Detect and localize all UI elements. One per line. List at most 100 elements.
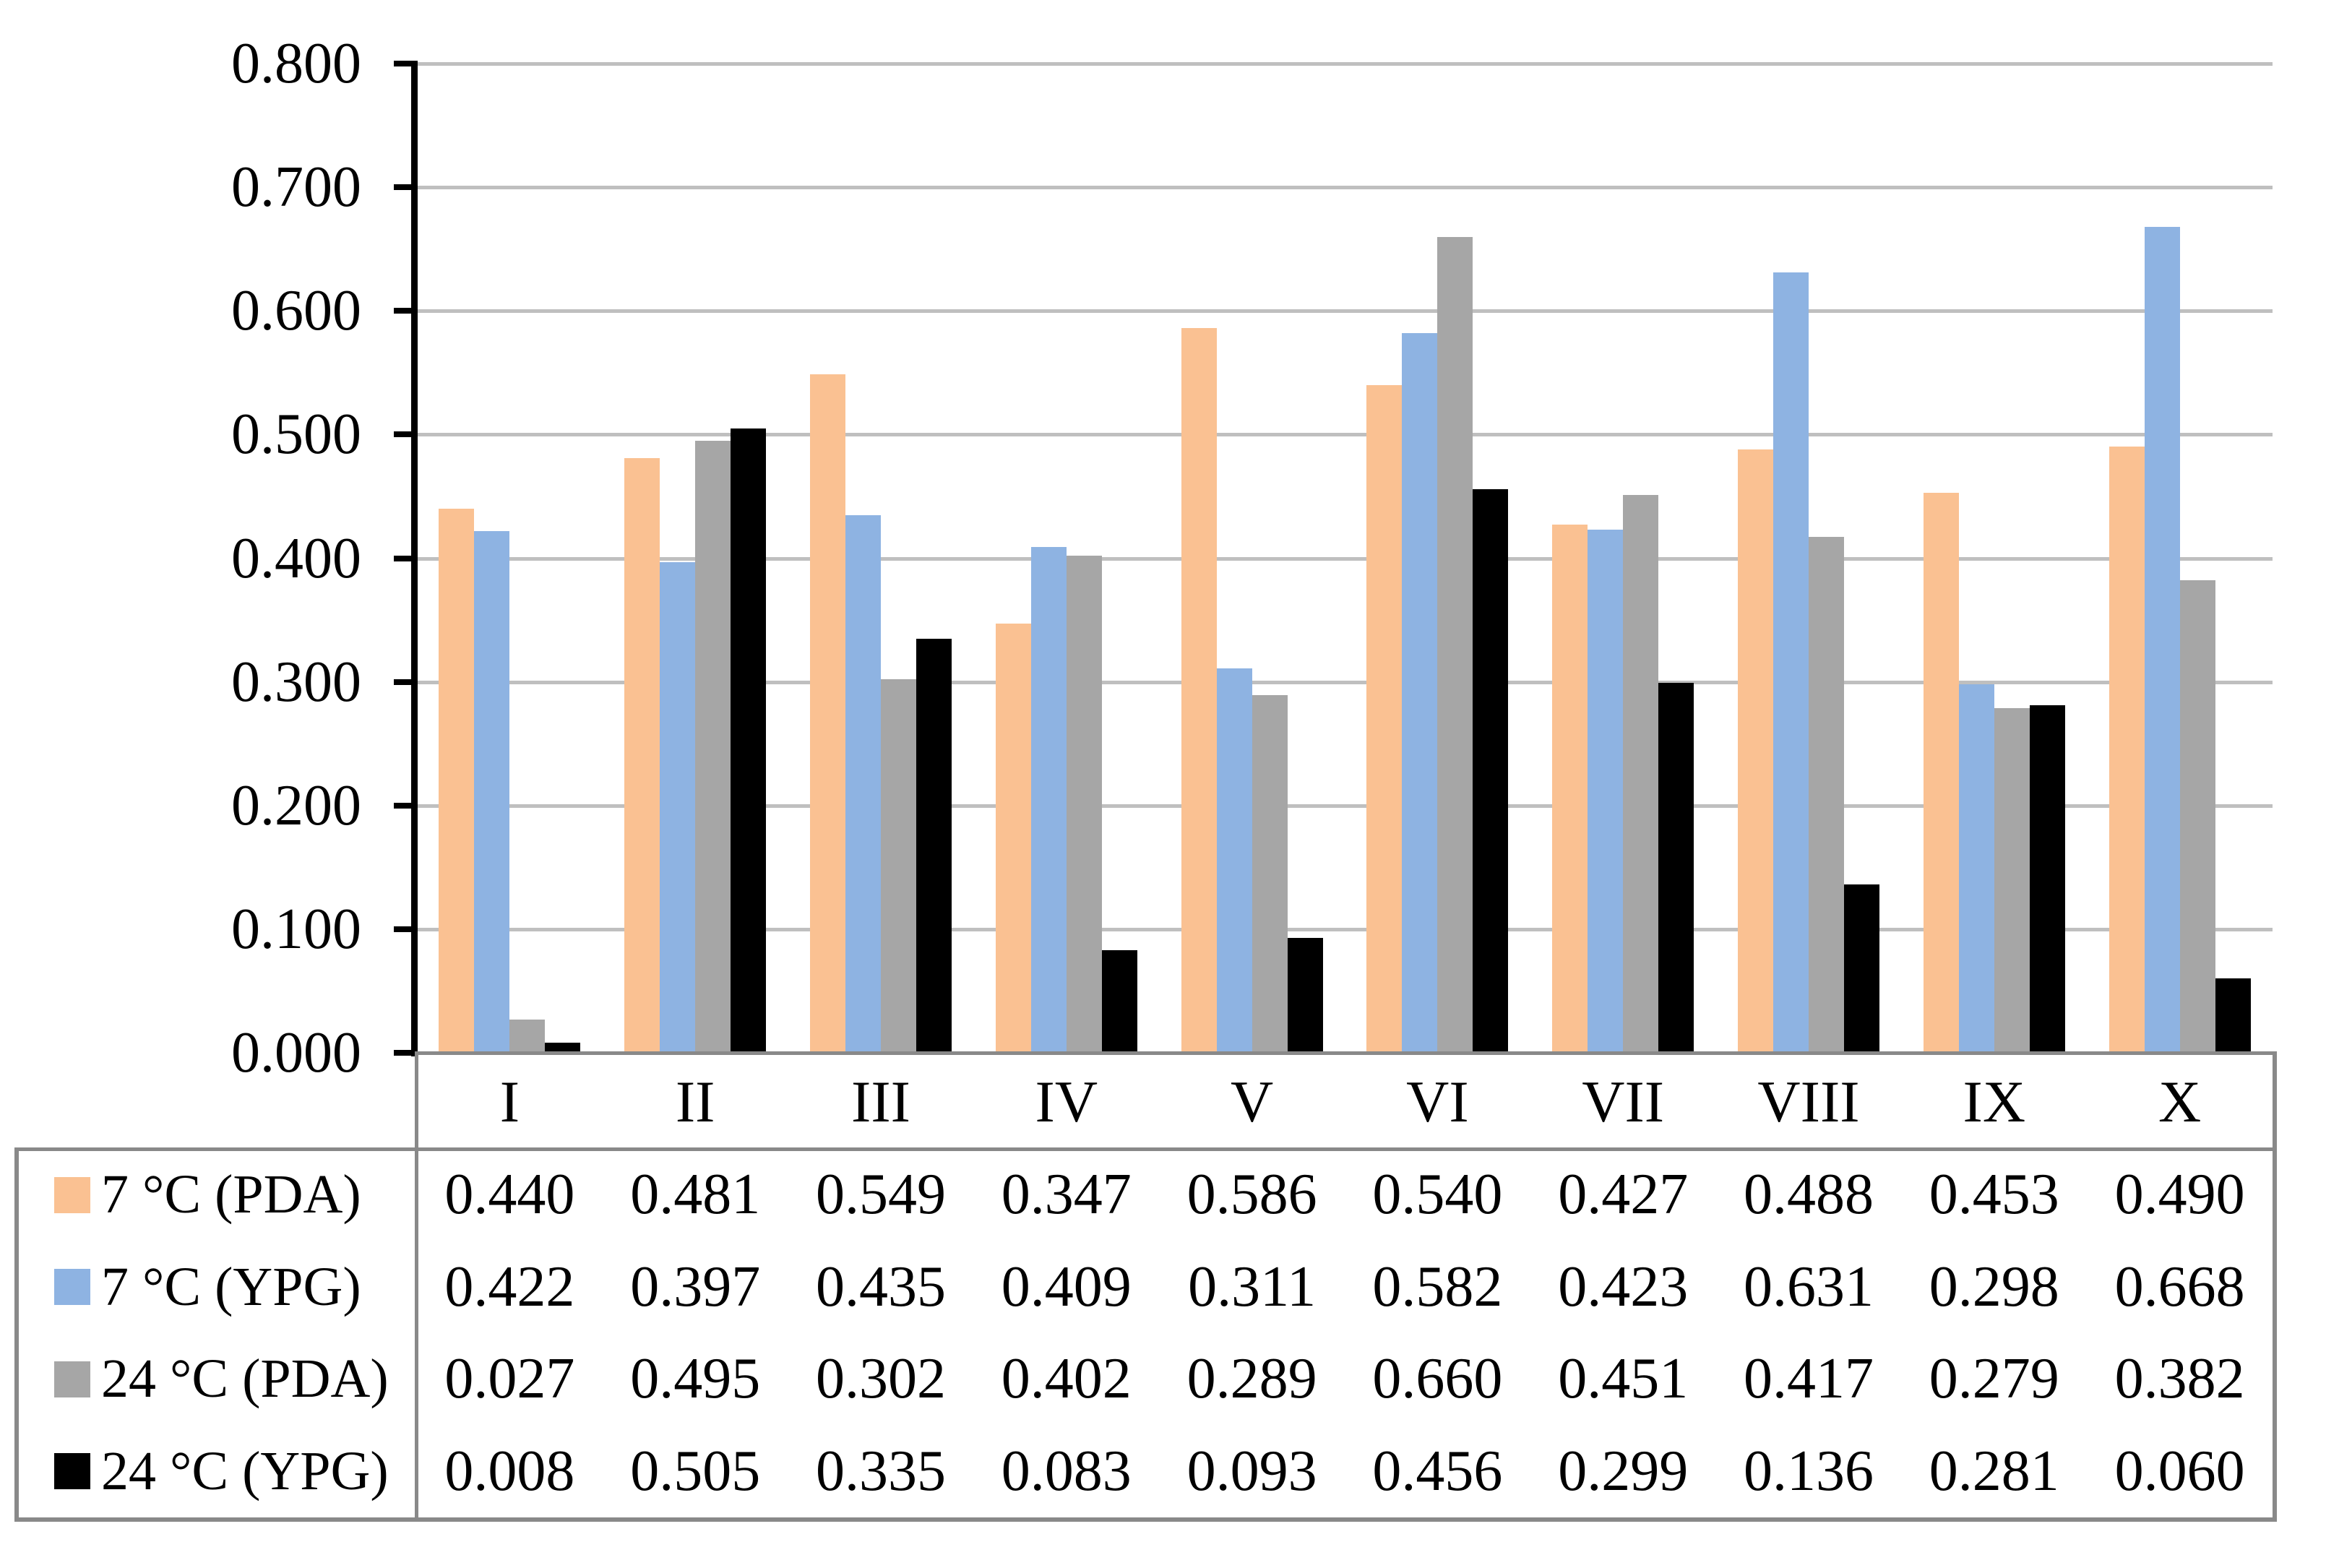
- gridline: [417, 556, 2273, 561]
- bar: [2109, 447, 2145, 1053]
- bar: [1288, 938, 1323, 1053]
- table-cell: 0.435: [815, 1254, 946, 1319]
- bar: [1924, 493, 1959, 1053]
- bar: [1366, 385, 1402, 1053]
- y-axis-tick: [394, 926, 411, 932]
- category-label: IV: [1035, 1069, 1098, 1134]
- table-cell: 0.422: [444, 1254, 575, 1319]
- table-cell: 0.451: [1558, 1347, 1689, 1410]
- table-cell: 0.540: [1372, 1163, 1503, 1226]
- series-label: 7 °C (YPG): [101, 1256, 361, 1317]
- y-tick-label: 0.400: [231, 526, 361, 590]
- y-axis-tick: [394, 308, 411, 314]
- table-border-header: [14, 1147, 2277, 1151]
- bar: [2030, 705, 2065, 1053]
- bar: [1031, 547, 1067, 1053]
- gridline: [417, 927, 2273, 931]
- y-axis-tick: [394, 1050, 411, 1056]
- table-cell: 0.417: [1743, 1347, 1874, 1410]
- table-cell: 0.298: [1929, 1254, 2059, 1319]
- table-cell: 0.279: [1929, 1347, 2059, 1410]
- table-cell: 0.582: [1372, 1254, 1503, 1319]
- y-axis-line: [411, 61, 418, 1056]
- category-label: II: [675, 1069, 715, 1134]
- bar: [916, 639, 952, 1053]
- bar: [474, 531, 509, 1053]
- bar: [1217, 668, 1252, 1053]
- table-cell: 0.549: [815, 1163, 946, 1226]
- bar: [1844, 884, 1879, 1053]
- y-tick-label: 0.300: [231, 650, 361, 714]
- table-cell: 0.335: [815, 1439, 946, 1503]
- y-axis-tick: [394, 431, 411, 438]
- table-cell: 0.008: [444, 1439, 575, 1503]
- bar: [624, 458, 660, 1053]
- table-cell: 0.027: [444, 1347, 575, 1410]
- y-tick-label: 0.100: [231, 897, 361, 961]
- table-border-bottom: [14, 1517, 2277, 1522]
- y-axis-tick: [394, 802, 411, 809]
- table-border-top: [415, 1051, 2277, 1055]
- table-cell: 0.488: [1743, 1163, 1874, 1226]
- bar: [509, 1020, 545, 1053]
- bar: [1437, 237, 1473, 1053]
- bar: [2145, 227, 2180, 1053]
- legend-swatch: [54, 1177, 90, 1213]
- series-label: 7 °C (PDA): [101, 1164, 361, 1225]
- category-label: X: [2158, 1069, 2202, 1134]
- bar: [810, 374, 845, 1053]
- bar: [1994, 708, 2030, 1053]
- table-cell: 0.660: [1372, 1347, 1503, 1410]
- table-cell: 0.093: [1186, 1439, 1317, 1503]
- table-cell: 0.668: [2114, 1254, 2245, 1319]
- table-cell: 0.631: [1743, 1254, 1874, 1319]
- table-cell: 0.289: [1186, 1347, 1317, 1410]
- bar: [1773, 272, 1809, 1053]
- gridline: [417, 186, 2273, 190]
- category-label: V: [1230, 1069, 1274, 1134]
- bar: [1067, 556, 1102, 1053]
- bar: [1959, 684, 1994, 1053]
- bar: [1252, 695, 1288, 1053]
- bar: [1402, 333, 1437, 1053]
- table-cell: 0.402: [1001, 1347, 1132, 1410]
- table-cell: 0.347: [1001, 1163, 1132, 1226]
- bar: [660, 562, 695, 1053]
- bar: [1588, 530, 1623, 1053]
- y-axis-tick: [394, 555, 411, 561]
- category-label: VII: [1582, 1069, 1665, 1134]
- y-axis-tick: [394, 184, 411, 191]
- table-border-right: [2273, 1051, 2277, 1522]
- y-axis-tick: [394, 61, 411, 66]
- category-label: IX: [1963, 1069, 2026, 1134]
- y-tick-label: 0.700: [231, 155, 361, 220]
- y-tick-label: 0.000: [231, 1021, 361, 1085]
- table-cell: 0.423: [1558, 1254, 1689, 1319]
- legend-swatch: [54, 1269, 90, 1305]
- category-label: VIII: [1757, 1069, 1860, 1134]
- y-tick-label: 0.500: [231, 402, 361, 467]
- table-cell: 0.409: [1001, 1254, 1132, 1319]
- table-cell: 0.311: [1188, 1254, 1317, 1319]
- table-cell: 0.481: [630, 1163, 761, 1226]
- table-cell: 0.060: [2114, 1439, 2245, 1503]
- category-label: VI: [1406, 1069, 1469, 1134]
- gridline: [417, 309, 2273, 314]
- gridline: [417, 62, 2273, 66]
- legend-swatch: [54, 1361, 90, 1397]
- table-cell: 0.490: [2114, 1163, 2245, 1226]
- gridline: [417, 680, 2273, 684]
- bar: [1658, 683, 1694, 1053]
- bar: [1738, 449, 1773, 1053]
- bar: [1809, 537, 1844, 1053]
- table-cell: 0.453: [1929, 1163, 2059, 1226]
- bar: [2180, 580, 2215, 1053]
- bar: [996, 624, 1031, 1053]
- gridline: [417, 433, 2273, 437]
- series-label: 24 °C (PDA): [101, 1348, 389, 1409]
